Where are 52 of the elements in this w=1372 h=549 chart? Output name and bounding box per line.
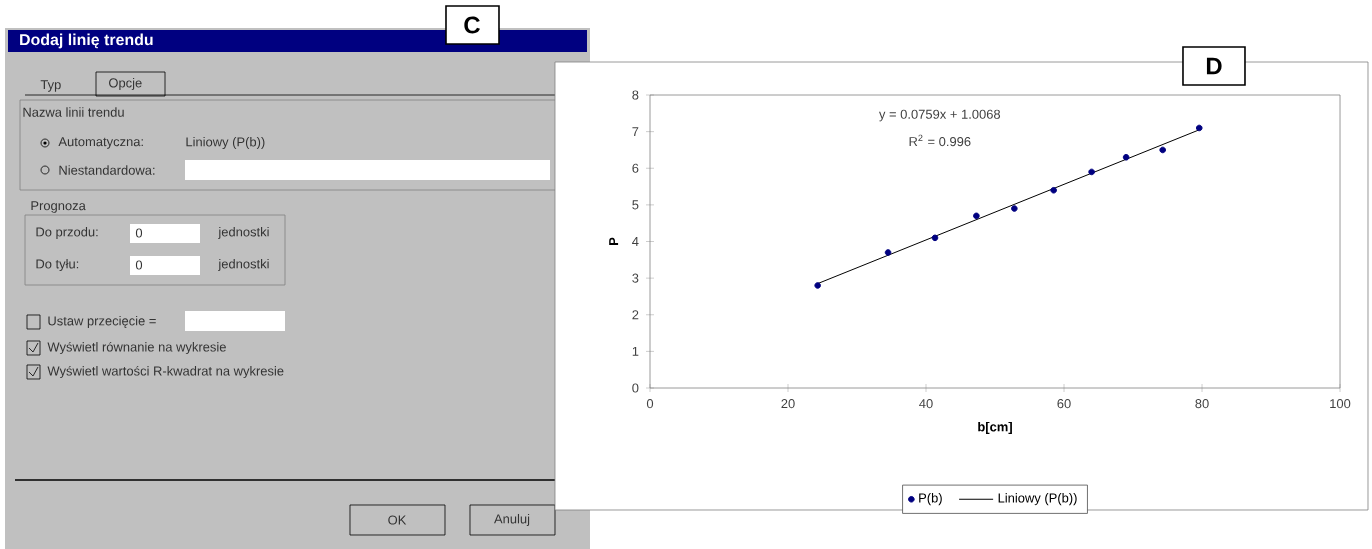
annotation: R$^{2}$ = 0.996 bbox=[909, 134, 971, 147]
text: 0 bbox=[135, 260, 143, 270]
x-tick-label: 40 bbox=[919, 399, 933, 409]
x-tick-label: 80 bbox=[1195, 399, 1209, 409]
x-tick-label: 20 bbox=[781, 399, 795, 409]
text: Nazwa linii trendu bbox=[23, 107, 124, 117]
text: Ustaw przecięcie = bbox=[48, 315, 156, 329]
y-tick-label: 1 bbox=[632, 346, 639, 356]
y-tick-label: 7 bbox=[632, 127, 639, 137]
point bbox=[1011, 205, 1018, 212]
point bbox=[884, 249, 892, 256]
y-tick-label: 6 bbox=[632, 163, 639, 173]
point bbox=[931, 234, 939, 242]
y-tick-label: 2 bbox=[632, 310, 639, 320]
text: Wyświetl równanie na wykresie bbox=[47, 341, 226, 355]
y-tick-label: 0 bbox=[632, 383, 639, 393]
point bbox=[1050, 186, 1057, 194]
text: Niestandardowa: bbox=[59, 165, 155, 175]
annotation: y = 0.0759x + 1.0068 bbox=[878, 109, 1001, 122]
text: 0 bbox=[135, 228, 143, 238]
text: Prognoza bbox=[31, 201, 86, 213]
x-tick-label: 100 bbox=[1330, 399, 1351, 409]
text: Dodaj linię trendu bbox=[20, 33, 153, 49]
text: Liniowy (P(b)) bbox=[186, 136, 265, 150]
legend-label: P(b) bbox=[919, 493, 942, 506]
x-axis-title: b[cm] bbox=[978, 421, 1012, 434]
point bbox=[1159, 146, 1166, 154]
y-tick-label: 8 bbox=[632, 90, 639, 100]
x-tick-label: 60 bbox=[1057, 399, 1071, 409]
text: Do tyłu: bbox=[36, 258, 79, 272]
text: Wyświetl wartości R-kwadrat na wykresie bbox=[47, 365, 284, 379]
text: jednostki bbox=[218, 226, 269, 240]
text: Automatyczna: bbox=[58, 137, 143, 149]
text: jednostki bbox=[218, 258, 269, 272]
y-tick-label: 3 bbox=[632, 273, 639, 283]
x-tick-label: 0 bbox=[646, 399, 654, 409]
text: Do przodu: bbox=[36, 226, 98, 240]
legend-label: Liniowy (P(b)) bbox=[998, 493, 1077, 506]
text: C bbox=[464, 16, 480, 34]
text: Opcje bbox=[109, 77, 142, 91]
y-tick-label: 5 bbox=[632, 200, 639, 210]
point bbox=[814, 282, 821, 289]
point bbox=[1122, 153, 1130, 161]
text: OK bbox=[388, 515, 407, 525]
point bbox=[973, 212, 980, 220]
y-tick-label: 4 bbox=[632, 237, 639, 246]
point bbox=[1088, 168, 1095, 176]
point bbox=[1195, 124, 1203, 132]
text: Typ bbox=[40, 80, 61, 92]
text: D bbox=[1206, 57, 1222, 75]
text: Anuluj bbox=[494, 513, 530, 527]
y-axis-title: P bbox=[609, 237, 619, 245]
